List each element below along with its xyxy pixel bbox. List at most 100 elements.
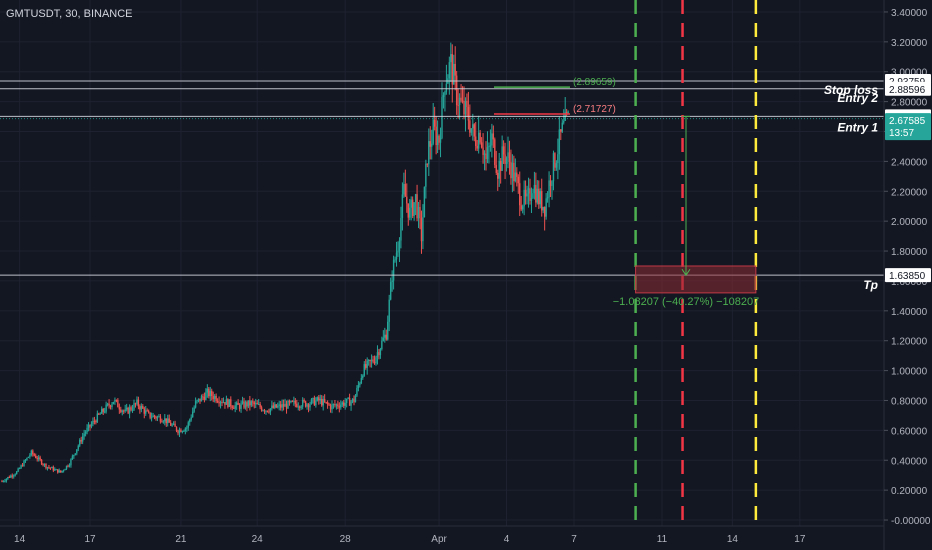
- candle-body: [30, 450, 33, 456]
- candle-body: [486, 147, 489, 160]
- candle-body: [319, 398, 321, 401]
- candle-body: [1, 481, 3, 483]
- candle-body: [519, 183, 521, 206]
- candle-body: [37, 457, 40, 460]
- countdown-label: 13:57: [889, 128, 914, 139]
- candle-body: [416, 194, 418, 219]
- candle-body: [549, 180, 552, 186]
- candle-body: [27, 456, 30, 458]
- candle-body: [55, 469, 57, 471]
- candle-body: [373, 361, 376, 364]
- price-tick-label: 1.40000: [891, 307, 928, 318]
- candle-body: [483, 153, 486, 155]
- candle-body: [200, 396, 203, 402]
- candle-body: [105, 404, 107, 412]
- candle-body: [238, 404, 241, 409]
- candle-body: [48, 467, 50, 469]
- candle-body: [35, 455, 37, 459]
- candle-body: [492, 133, 495, 140]
- candle-body: [404, 184, 407, 197]
- candle-body: [401, 194, 404, 218]
- candle-body: [240, 403, 242, 409]
- price-tick-label: 3.00000: [891, 68, 928, 79]
- candle-body: [491, 133, 493, 146]
- candle-body: [168, 418, 170, 423]
- candle-body: [74, 453, 77, 455]
- candle-body: [384, 334, 386, 338]
- candle-body: [243, 401, 245, 408]
- candle-body: [464, 100, 467, 115]
- candle-body: [255, 403, 257, 405]
- candle-body: [482, 147, 484, 155]
- level-price-label: 1.63850: [889, 271, 926, 282]
- time-tick-label: 21: [175, 534, 187, 545]
- candle-body: [381, 340, 383, 350]
- candle-body: [228, 399, 231, 407]
- candle-body: [543, 206, 546, 217]
- candle-body: [344, 402, 346, 406]
- vertical-dashed-lines: [634, 0, 758, 526]
- current-price-label: 2.67585: [889, 116, 926, 127]
- candle-body: [183, 430, 185, 432]
- candle-body: [428, 141, 430, 165]
- candle-body: [414, 194, 417, 203]
- candle-body: [445, 83, 448, 92]
- candle-body: [95, 421, 97, 423]
- candle-body: [563, 120, 565, 123]
- candle-body: [310, 399, 313, 404]
- candle-body: [542, 206, 544, 211]
- candle-body: [133, 403, 135, 410]
- candle-body: [278, 404, 280, 406]
- candle-body: [395, 252, 398, 260]
- price-axis[interactable]: 3.400003.200003.000002.800002.600002.400…: [883, 0, 931, 550]
- candle-body: [11, 475, 13, 477]
- candle-body: [354, 395, 357, 403]
- candle-body: [93, 420, 96, 422]
- candle-body: [265, 410, 267, 412]
- candle-body: [142, 405, 144, 409]
- candle-body: [114, 399, 116, 402]
- candle-body: [215, 395, 217, 402]
- candle-body: [90, 424, 93, 427]
- price-tick-label: 0.80000: [891, 396, 928, 407]
- candle-body: [84, 432, 87, 434]
- candle-body: [479, 132, 481, 143]
- candle-body: [127, 407, 129, 414]
- candle-body: [403, 184, 405, 195]
- candle-body: [514, 172, 517, 182]
- candle-body: [263, 410, 266, 412]
- candle-body: [410, 199, 412, 208]
- candle-body: [175, 426, 178, 431]
- candle-body: [260, 407, 263, 411]
- time-tick-label: 11: [657, 534, 668, 545]
- candle-body: [288, 400, 291, 403]
- candle-body: [429, 141, 431, 147]
- candle-body: [155, 416, 157, 419]
- candle-body: [357, 385, 360, 389]
- candle-body: [115, 399, 118, 401]
- candle-body: [54, 469, 56, 471]
- candle-body: [275, 404, 277, 408]
- candle-body: [237, 402, 239, 405]
- candle-body: [218, 401, 220, 404]
- candle-body: [334, 404, 336, 406]
- candle-body: [306, 404, 308, 407]
- candle-body: [539, 191, 541, 205]
- candle-body: [301, 400, 304, 407]
- time-axis[interactable]: 14 17 21 24 28 Apr 4 7 11 14 17: [0, 525, 884, 545]
- candle-body: [560, 129, 562, 132]
- candle-body: [423, 186, 426, 218]
- candle-body: [516, 172, 518, 177]
- candle-body: [253, 402, 255, 405]
- candle-body: [197, 398, 200, 401]
- candle-body: [96, 413, 99, 423]
- candle-body: [406, 196, 408, 204]
- candle-body: [112, 401, 115, 405]
- candle-body: [485, 153, 487, 160]
- candle-body: [92, 420, 94, 425]
- candle-body: [524, 189, 527, 197]
- candle-body: [444, 91, 446, 96]
- candle-body: [435, 126, 437, 146]
- candle-body: [149, 412, 151, 418]
